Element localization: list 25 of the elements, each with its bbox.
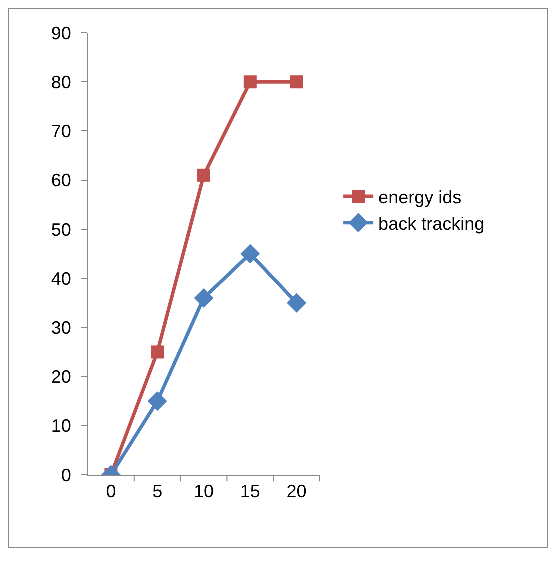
y-tick-label: 0 — [61, 465, 72, 486]
legend-label: energy ids — [378, 188, 462, 208]
y-tick-label: 80 — [51, 72, 72, 92]
y-tick-label: 90 — [51, 23, 72, 44]
point — [290, 76, 304, 89]
x-tick-label: 15 — [240, 482, 260, 502]
y-tick-label: 20 — [51, 367, 72, 388]
x-tick-label: 20 — [286, 482, 307, 502]
point — [151, 346, 164, 359]
point — [194, 288, 214, 308]
point — [287, 293, 307, 313]
point — [198, 168, 210, 182]
y-tick-label: 40 — [51, 268, 72, 289]
point — [240, 244, 260, 264]
legend-label: back tracking — [378, 214, 485, 234]
point — [244, 76, 257, 89]
x-tick-label: 0 — [106, 482, 116, 502]
y-tick-label: 10 — [51, 416, 72, 436]
x-tick-label: 10 — [194, 482, 214, 502]
y-tick-label: 70 — [51, 122, 72, 142]
x-tick-label: 5 — [152, 482, 163, 502]
point — [148, 392, 168, 412]
y-tick-label: 50 — [51, 220, 72, 240]
y-tick-label: 60 — [51, 170, 72, 191]
y-tick-label: 30 — [51, 318, 72, 338]
